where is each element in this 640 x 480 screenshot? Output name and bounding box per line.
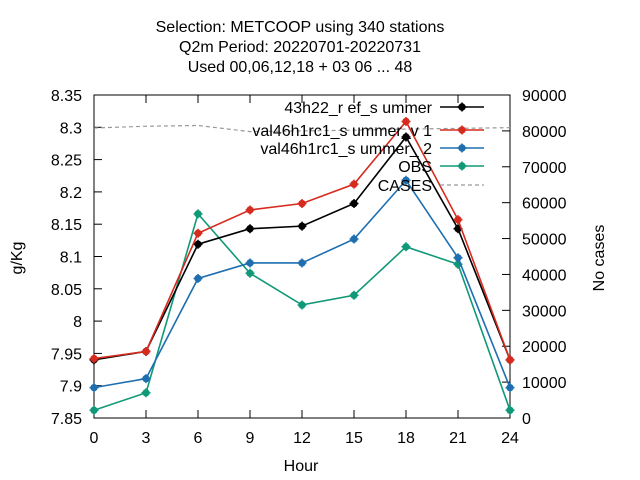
y2-tick-label: 80000 xyxy=(522,124,567,141)
x-tick-label: 0 xyxy=(90,430,99,447)
y2-tick-label: 20000 xyxy=(522,339,567,356)
y2-tick-label: 10000 xyxy=(522,375,567,392)
legend-label: OBS xyxy=(398,159,432,176)
x-tick-label: 15 xyxy=(345,430,363,447)
series-point-cross xyxy=(89,405,99,415)
series-point-cross xyxy=(453,215,463,225)
series-line xyxy=(89,116,515,365)
y-axis-label: g/Kg xyxy=(9,242,26,275)
y2-axis-label: No cases xyxy=(591,225,608,292)
axes: 0 3 6 9 12 15 18 21 24 7.85 7.9 7.95 8 8.05 8.1 8.15 8.2… xyxy=(51,88,567,447)
series-line xyxy=(89,175,515,393)
series-point-cross xyxy=(505,383,515,393)
series-point-cross xyxy=(505,405,515,415)
series-point-cross xyxy=(245,258,255,268)
y2-tick-label: 70000 xyxy=(522,160,567,177)
y2-tick-label: 60000 xyxy=(522,196,567,213)
series-layer xyxy=(89,116,515,415)
x-axis-label: Hour xyxy=(284,458,319,475)
series-point-cross xyxy=(193,273,203,283)
series-point-cross xyxy=(245,224,255,234)
title-line-3: Used 00,06,12,18 + 03 06 ... 48 xyxy=(188,59,413,76)
series-point-cross xyxy=(457,102,467,112)
title-line-2: Q2m Period: 20220701-20220731 xyxy=(179,39,421,56)
series-point-cross xyxy=(297,221,307,231)
legend: 43h22_r ef_s ummer val46h1rc1_s ummer_v 1… xyxy=(252,100,484,195)
series-point-cross xyxy=(193,209,203,219)
y2-tick-label: 40000 xyxy=(522,267,567,284)
x-tick-label: 3 xyxy=(142,430,151,447)
series-point-cross xyxy=(297,258,307,268)
y-tick-label: 8.15 xyxy=(51,217,82,234)
series-point-cross xyxy=(245,205,255,215)
legend-label: val46h1rc1_s ummer_ 2 xyxy=(260,141,432,158)
series-point-cross xyxy=(401,116,411,126)
title-line-1: Selection: METCOOP using 340 stations xyxy=(156,19,445,36)
legend-label: val46h1rc1_s ummer_v 1 xyxy=(252,123,432,140)
series-line xyxy=(89,132,515,365)
y2-tick-label: 30000 xyxy=(522,303,567,320)
legend-label: CASES xyxy=(378,178,432,195)
series-point-cross xyxy=(349,199,359,209)
y2-tick-label: 50000 xyxy=(522,232,567,249)
series-point-cross xyxy=(141,346,151,356)
y-tick-label: 7.85 xyxy=(51,411,82,428)
series-point-cross xyxy=(401,132,411,142)
series-point-cross xyxy=(141,388,151,398)
series-point-cross xyxy=(349,290,359,300)
series-point-cross xyxy=(193,228,203,238)
series-point-cross xyxy=(89,383,99,393)
series-point-cross xyxy=(401,242,411,252)
x-tick-label: 9 xyxy=(246,430,255,447)
y-tick-label: 8.25 xyxy=(51,153,82,170)
x-tick-label: 21 xyxy=(449,430,467,447)
y-tick-label: 8.35 xyxy=(51,88,82,105)
series-line xyxy=(89,209,515,415)
y-tick-label: 8.3 xyxy=(60,120,82,137)
series-point-cross xyxy=(505,355,515,365)
x-tick-label: 6 xyxy=(194,430,203,447)
x-tick-label: 12 xyxy=(293,430,311,447)
y-tick-label: 8.05 xyxy=(51,282,82,299)
x-tick-label: 24 xyxy=(501,430,519,447)
series-point-cross xyxy=(457,143,467,153)
series-point-cross xyxy=(349,234,359,244)
series-point-cross xyxy=(457,161,467,171)
y2-tick-label: 0 xyxy=(522,411,531,428)
y-tick-label: 8 xyxy=(73,314,82,331)
series-point-cross xyxy=(297,300,307,310)
series-point-cross xyxy=(297,199,307,209)
y-tick-label: 7.95 xyxy=(51,346,82,363)
legend-label: 43h22_r ef_s ummer xyxy=(284,100,432,117)
series-point-cross xyxy=(245,268,255,278)
series-point-cross xyxy=(401,175,411,185)
series-point-cross xyxy=(89,354,99,364)
series-point-cross xyxy=(141,374,151,384)
series-point-cross xyxy=(453,253,463,263)
x-tick-label: 18 xyxy=(397,430,415,447)
chart-title: Selection: METCOOP using 340 stations Q2… xyxy=(156,19,445,76)
series-point-cross xyxy=(193,239,203,249)
y-tick-label: 8.1 xyxy=(60,250,82,267)
y-tick-label: 7.9 xyxy=(60,379,82,396)
series-point-cross xyxy=(457,125,467,135)
y2-tick-label: 90000 xyxy=(522,88,567,105)
y-tick-label: 8.2 xyxy=(60,185,82,202)
series-point-cross xyxy=(349,179,359,189)
